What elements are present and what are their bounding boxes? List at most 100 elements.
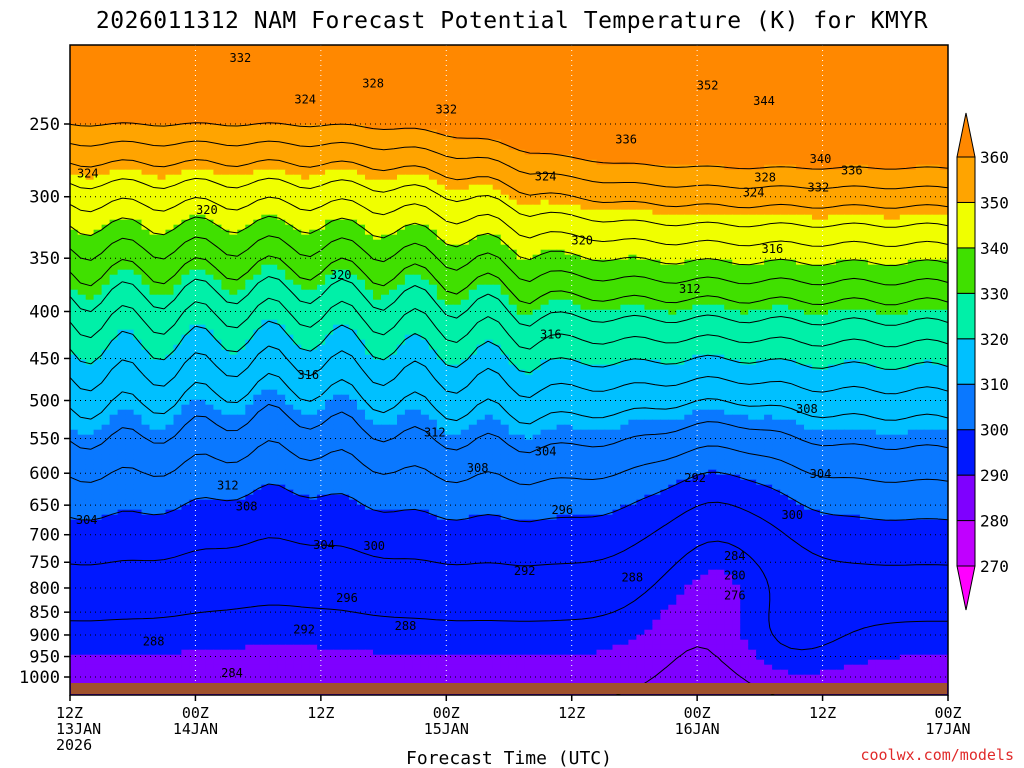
theta-fill-cell xyxy=(293,224,302,231)
theta-fill-cell xyxy=(341,129,350,136)
theta-fill-cell xyxy=(93,124,103,131)
theta-fill-cell xyxy=(133,154,143,161)
theta-fill-cell xyxy=(173,59,183,66)
theta-fill-cell xyxy=(740,164,749,171)
theta-fill-cell xyxy=(444,59,454,66)
theta-fill-cell xyxy=(564,234,574,241)
theta-fill-cell xyxy=(931,224,941,231)
theta-fill-cell xyxy=(907,264,917,271)
theta-fill-cell xyxy=(157,109,167,116)
theta-fill-cell xyxy=(843,194,853,201)
theta-fill-cell xyxy=(70,129,79,136)
theta-fill-cell xyxy=(867,45,877,51)
theta-fill-cell xyxy=(660,64,669,71)
theta-fill-cell xyxy=(524,84,534,91)
theta-fill-cell xyxy=(341,214,350,221)
theta-fill-cell xyxy=(939,49,948,56)
theta-fill-cell xyxy=(117,259,127,266)
theta-fill-cell xyxy=(165,45,175,51)
theta-fill-cell xyxy=(301,49,310,56)
theta-fill-cell xyxy=(764,224,773,231)
theta-fill-cell xyxy=(157,234,167,241)
theta-fill-cell xyxy=(660,134,669,141)
theta-fill-cell xyxy=(748,64,757,71)
theta-fill-cell xyxy=(109,89,119,96)
theta-fill-cell xyxy=(772,164,781,171)
theta-fill-cell xyxy=(237,169,246,176)
theta-fill-cell xyxy=(684,114,693,121)
theta-fill-cell xyxy=(812,79,821,86)
theta-fill-cell xyxy=(261,59,270,66)
theta-fill-cell xyxy=(269,164,278,171)
theta-fill-cell xyxy=(931,79,941,86)
theta-fill-cell xyxy=(317,74,326,81)
theta-fill-cell xyxy=(149,94,159,101)
theta-fill-cell xyxy=(588,54,598,61)
theta-fill-cell xyxy=(460,259,470,266)
theta-fill-cell xyxy=(923,159,933,166)
theta-fill-cell xyxy=(149,49,159,56)
theta-fill-cell xyxy=(389,104,398,111)
theta-fill-cell xyxy=(820,259,829,266)
theta-fill-cell xyxy=(612,189,622,196)
theta-fill-cell xyxy=(596,69,606,76)
theta-fill-cell xyxy=(668,139,677,146)
theta-fill-cell xyxy=(484,124,494,131)
theta-fill-cell xyxy=(85,179,95,186)
theta-fill-cell xyxy=(540,84,550,91)
theta-fill-cell xyxy=(532,154,542,161)
theta-fill-cell xyxy=(333,104,342,111)
theta-fill-cell xyxy=(899,134,909,141)
theta-fill-cell xyxy=(740,199,749,206)
theta-fill-cell xyxy=(740,45,749,51)
theta-fill-cell xyxy=(532,219,542,226)
theta-fill-cell xyxy=(875,134,885,141)
theta-fill-cell xyxy=(301,69,310,76)
theta-fill-cell xyxy=(788,189,797,196)
theta-fill-cell xyxy=(205,169,214,176)
theta-fill-cell xyxy=(820,159,829,166)
theta-fill-cell xyxy=(253,104,262,111)
theta-fill-cell xyxy=(492,239,502,246)
theta-fill-cell xyxy=(101,174,111,181)
theta-fill-cell xyxy=(540,104,550,111)
theta-fill-cell xyxy=(572,64,582,71)
theta-fill-cell xyxy=(612,99,622,106)
theta-fill-cell xyxy=(444,204,454,211)
theta-fill-cell xyxy=(756,249,765,256)
theta-fill-cell xyxy=(796,224,805,231)
theta-fill-cell xyxy=(237,119,246,126)
theta-fill-cell xyxy=(644,189,653,196)
theta-fill-cell xyxy=(772,99,781,106)
theta-fill-cell xyxy=(836,59,845,66)
theta-fill-cell xyxy=(452,254,462,261)
theta-fill-cell xyxy=(620,94,629,101)
theta-fill-cell xyxy=(724,204,733,211)
theta-fill-cell xyxy=(636,159,645,166)
theta-fill-cell xyxy=(125,219,135,226)
theta-fill-cell xyxy=(85,144,95,151)
theta-fill-cell xyxy=(788,139,797,146)
theta-fill-cell xyxy=(500,134,510,141)
theta-fill-cell xyxy=(197,64,206,71)
theta-fill-cell xyxy=(828,54,837,61)
theta-fill-cell xyxy=(117,84,127,91)
theta-fill-cell xyxy=(812,239,821,246)
theta-fill-cell xyxy=(899,119,909,126)
theta-fill-cell xyxy=(157,79,167,86)
theta-fill-cell xyxy=(205,119,214,126)
theta-fill-cell xyxy=(133,129,143,136)
theta-fill-cell xyxy=(221,264,230,271)
theta-fill-cell xyxy=(389,164,398,171)
theta-fill-cell xyxy=(564,119,574,126)
theta-fill-cell xyxy=(836,84,845,91)
theta-fill-cell xyxy=(253,74,262,81)
theta-fill-cell xyxy=(77,64,87,71)
theta-fill-cell xyxy=(189,139,198,146)
theta-fill-cell xyxy=(883,209,893,216)
theta-fill-cell xyxy=(452,64,462,71)
theta-fill-cell xyxy=(859,89,869,96)
theta-fill-cell xyxy=(357,119,366,126)
theta-fill-cell xyxy=(229,139,238,146)
theta-fill-cell xyxy=(636,119,645,126)
